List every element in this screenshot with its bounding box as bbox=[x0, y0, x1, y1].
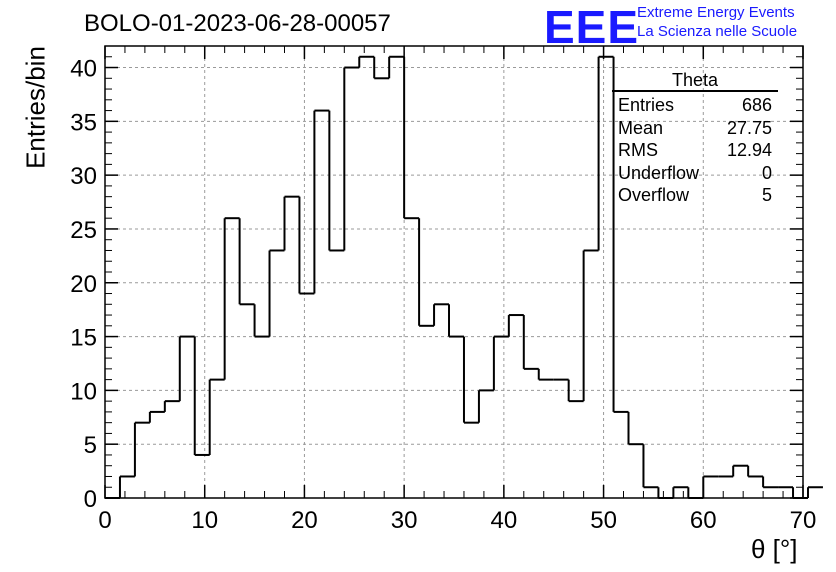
x-tick-label: 60 bbox=[690, 507, 717, 534]
chart-title: BOLO-01-2023-06-28-00057 bbox=[84, 10, 391, 37]
stats-value: 5 bbox=[761, 185, 772, 205]
eee-logo-text: Extreme Energy Events La Scienza nelle S… bbox=[637, 3, 797, 41]
y-tick-label: 10 bbox=[70, 378, 97, 405]
stats-value: 0 bbox=[761, 162, 772, 183]
x-tick-label: 70 bbox=[790, 507, 817, 534]
y-tick-label: 15 bbox=[70, 325, 97, 352]
stats-row-mean: Mean 27.75 bbox=[612, 117, 778, 140]
x-tick-label: 20 bbox=[291, 507, 318, 534]
x-tick-label: 0 bbox=[98, 507, 111, 534]
eee-logo: EEE bbox=[544, 1, 640, 53]
x-tick-label: 10 bbox=[191, 507, 218, 534]
y-tick-label: 0 bbox=[84, 486, 97, 513]
stats-label: Overflow bbox=[618, 185, 690, 205]
stats-title: Theta bbox=[612, 70, 778, 92]
y-tick-label: 25 bbox=[70, 217, 97, 244]
stats-row-entries: Entries 686 bbox=[612, 94, 778, 117]
y-tick-label: 30 bbox=[70, 163, 97, 190]
stats-row-overflow: Overflow 5 bbox=[612, 184, 778, 207]
stats-value: 686 bbox=[741, 95, 772, 115]
stats-box: Theta Entries 686 Mean 27.75 RMS 12.94 U… bbox=[612, 70, 778, 207]
stats-label: RMS bbox=[618, 140, 658, 160]
stats-label: Underflow bbox=[618, 162, 700, 183]
stats-value: 27.75 bbox=[726, 117, 772, 138]
logo-line-1: Extreme Energy Events bbox=[637, 4, 795, 21]
y-tick-label: 5 bbox=[84, 432, 97, 459]
logo-line-2: La Scienza nelle Scuole bbox=[637, 23, 798, 40]
x-axis-label: θ [°] bbox=[751, 534, 798, 564]
x-tick-label: 30 bbox=[391, 507, 418, 534]
y-tick-label: 20 bbox=[70, 271, 97, 298]
y-axis-label: Entries/bin bbox=[20, 46, 51, 169]
x-tick-label: 40 bbox=[491, 507, 518, 534]
y-tick-label: 35 bbox=[70, 109, 97, 136]
stats-label: Entries bbox=[618, 95, 675, 115]
stats-row-underflow: Underflow 0 bbox=[612, 162, 778, 185]
x-tick-label: 50 bbox=[590, 507, 617, 534]
stats-value: 12.94 bbox=[726, 140, 772, 160]
y-tick-label: 40 bbox=[70, 56, 97, 83]
stats-label: Mean bbox=[618, 117, 664, 138]
stats-row-rms: RMS 12.94 bbox=[612, 139, 778, 162]
